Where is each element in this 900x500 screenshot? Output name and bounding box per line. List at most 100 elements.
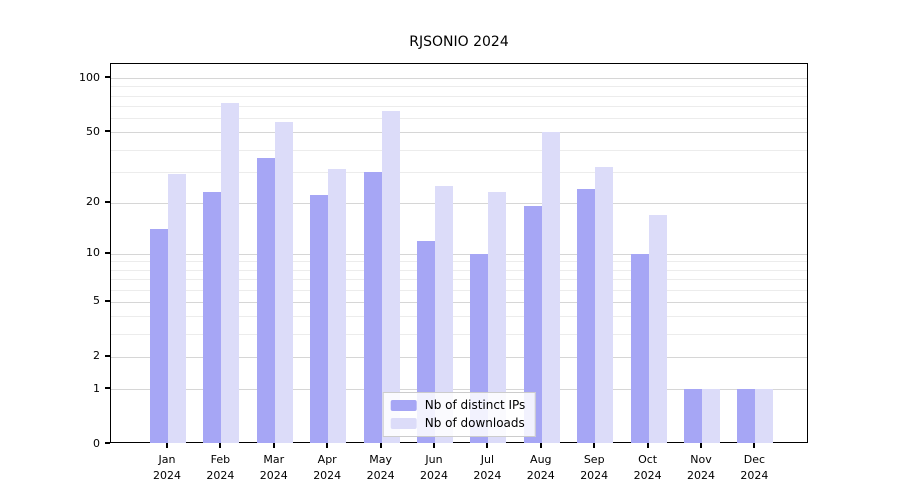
x-tick-label: Apr 2024 [297, 452, 357, 484]
bar-downloads [221, 102, 240, 443]
x-tick-label: Nov 2024 [671, 452, 731, 484]
minor-gridline [111, 106, 807, 107]
x-tick-mark [326, 443, 329, 448]
x-tick-month: Jun [425, 453, 443, 466]
x-tick-month: May [369, 453, 392, 466]
y-tick-mark [105, 387, 110, 389]
x-tick-label: Jul 2024 [457, 452, 517, 484]
minor-gridline [111, 269, 807, 271]
x-tick-year: 2024 [313, 469, 342, 482]
bar-downloads [755, 389, 774, 443]
y-tick-label: 0 [93, 436, 100, 450]
minor-gridline [111, 261, 807, 263]
x-tick-label: Mar 2024 [244, 452, 304, 484]
x-tick-month: Feb [210, 453, 231, 466]
minor-gridline [111, 171, 807, 173]
y-tick-mark [105, 200, 110, 203]
x-tick-month: Jul [480, 453, 495, 466]
x-tick-label: Sep 2024 [564, 452, 624, 484]
bar-distinct-ips [363, 171, 382, 443]
bar-distinct-ips [203, 192, 222, 443]
plot-area: Nb of distinct IPs Nb of downloads [110, 63, 808, 443]
bar-downloads [435, 185, 453, 443]
x-tick-mark [593, 443, 596, 448]
x-tick-mark [753, 443, 756, 448]
y-tick-label: 10 [86, 246, 100, 260]
x-tick-mark [486, 443, 489, 448]
major-gridline [111, 301, 807, 303]
x-tick-mark [272, 443, 275, 448]
major-gridline [111, 253, 807, 255]
x-tick-month: Mar [263, 453, 285, 466]
minor-gridline [111, 86, 807, 88]
x-tick-month: Aug [530, 453, 552, 466]
y-tick-mark [105, 76, 110, 78]
x-tick-year: 2024 [366, 469, 395, 482]
y-tick-mark [105, 251, 110, 254]
x-tick-year: 2024 [633, 469, 662, 482]
x-tick-year: 2024 [420, 469, 448, 482]
bar-downloads [595, 166, 614, 443]
y-tick-label: 1 [93, 381, 100, 395]
x-tick-label: Dec 2024 [724, 452, 784, 484]
x-tick-year: 2024 [580, 469, 609, 482]
x-tick-label: Jan 2024 [137, 452, 197, 484]
x-tick-label: May 2024 [351, 452, 411, 484]
y-tick-mark [105, 354, 110, 357]
x-tick-month: Dec [743, 453, 766, 466]
x-tick-month: Oct [638, 453, 658, 466]
bar-downloads [648, 214, 667, 443]
bar-downloads [328, 169, 347, 443]
x-tick-year: 2024 [473, 469, 502, 482]
x-tick-year: 2024 [687, 469, 715, 482]
x-tick-mark [379, 443, 382, 448]
x-tick-month: Jan [158, 453, 176, 466]
x-tick-label: Feb 2024 [190, 452, 250, 484]
y-tick-mark [105, 299, 110, 302]
minor-gridline [111, 118, 807, 119]
bar-distinct-ips [577, 188, 596, 443]
major-gridline [111, 356, 807, 358]
bar-downloads [488, 192, 507, 443]
major-gridline [111, 202, 807, 204]
major-gridline [111, 78, 807, 79]
y-tick-label: 20 [86, 195, 100, 209]
legend-label: Nb of distinct IPs [424, 398, 526, 412]
bar-distinct-ips [256, 157, 275, 443]
minor-gridline [111, 334, 807, 336]
bar-distinct-ips [310, 195, 329, 443]
x-tick-month: Apr [317, 453, 337, 466]
bar-downloads [702, 389, 720, 443]
major-gridline [111, 132, 807, 134]
minor-gridline [111, 95, 807, 97]
x-tick-mark [539, 443, 542, 448]
x-tick-year: 2024 [206, 469, 235, 482]
y-tick-mark [105, 130, 110, 133]
legend-row: Nb of downloads [390, 416, 526, 431]
x-tick-label: Oct 2024 [618, 452, 678, 484]
major-gridline [111, 389, 807, 390]
minor-gridline [111, 289, 807, 291]
bar-distinct-ips [737, 389, 756, 443]
bar-distinct-ips [684, 389, 702, 443]
y-tick-label: 100 [79, 70, 100, 84]
chart-title: RJSONIO 2024 [409, 34, 509, 50]
bar-distinct-ips [150, 229, 168, 443]
x-tick-mark [646, 443, 649, 448]
x-tick-month: Sep [583, 453, 605, 466]
x-tick-mark [219, 443, 222, 448]
minor-gridline [111, 279, 807, 281]
legend: Nb of distinct IPs Nb of downloads [382, 392, 536, 437]
bar-downloads [274, 122, 293, 443]
bar-distinct-ips [630, 253, 649, 443]
y-tick-label: 5 [93, 294, 100, 308]
bar-downloads [168, 174, 186, 443]
minor-gridline [111, 316, 807, 318]
x-tick-year: 2024 [153, 469, 181, 482]
x-tick-mark [700, 443, 702, 448]
bar-distinct-ips [523, 206, 542, 443]
legend-swatch [390, 400, 417, 411]
bar-downloads [541, 132, 560, 443]
x-tick-month: Nov [690, 453, 712, 466]
